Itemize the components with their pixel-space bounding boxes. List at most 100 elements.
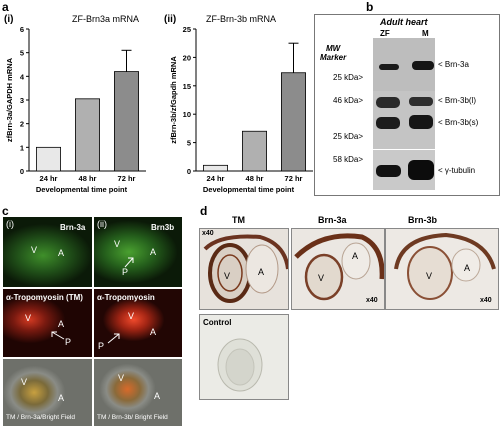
bar <box>203 164 228 172</box>
col-label-i: (i) <box>6 219 14 229</box>
marker-a: A <box>154 391 161 401</box>
bar <box>114 71 139 172</box>
band-brn3b-s-zf <box>376 117 400 129</box>
chart-brn3b: (ii) ZF-Brn-3b mRNA zfBrn-3b/zfGapdh mRNA 0… <box>164 14 313 194</box>
control-label: Control <box>203 318 232 327</box>
heart-section-brn3b <box>394 232 496 300</box>
band-brn3b-l-zf <box>376 97 400 108</box>
y-tick-label: 0 <box>20 167 24 176</box>
y-tick-label: 10 <box>183 110 191 119</box>
x-tick-label: 48 hr <box>246 174 264 183</box>
arrow-icon <box>51 331 65 340</box>
bar <box>281 72 306 172</box>
heart-section-tm <box>203 234 288 303</box>
marker-58kda: 58 kDa> <box>333 155 364 164</box>
mag-label: x40 <box>366 297 378 304</box>
bright-field-i: V A TM / Brn-3a/Bright Field <box>3 359 92 426</box>
x-axis-label: Developmental time point <box>36 185 128 194</box>
y-tick-label: 6 <box>20 25 24 34</box>
marker-a: A <box>150 327 157 337</box>
marker-a: A <box>58 248 65 258</box>
fluor-tm-ii: α-Tropomyosin V A P <box>94 289 182 357</box>
y-tick-label: 15 <box>183 82 191 91</box>
bar <box>75 98 100 172</box>
panel-b-label: b <box>366 0 374 14</box>
band-label-brn3a: < Brn-3a <box>438 60 469 69</box>
chart-sub-label: (ii) <box>164 14 176 25</box>
arrow-icon <box>107 333 120 344</box>
blot-strip-brn3b <box>373 91 435 149</box>
bar <box>242 130 267 172</box>
heart-section-brn3a <box>294 233 384 301</box>
band-brn3b-l-m <box>409 97 433 106</box>
band-tubulin-zf <box>376 165 401 177</box>
col-title-brn3a: Brn-3a <box>318 215 347 225</box>
marker-v: V <box>31 245 38 255</box>
label-tm-i: α-Tropomyosin (TM) <box>6 293 83 302</box>
band-brn3b-s-m <box>409 115 433 129</box>
label-brn3b-green: Brn3b <box>151 223 175 232</box>
band-label-brn3b-l: < Brn-3b(l) <box>438 96 477 105</box>
ihc-brn3b: V A x40 <box>385 228 499 310</box>
marker-p: P <box>65 337 72 347</box>
col-title-brn3b: Brn-3b <box>408 215 437 225</box>
blot-strip-brn3a <box>373 38 435 91</box>
chart-title: ZF-Brn-3b mRNA <box>206 14 276 24</box>
marker-v: V <box>128 311 135 321</box>
marker-a: A <box>464 263 471 273</box>
caption-bright-i: TM / Brn-3a/Bright Field <box>6 414 75 421</box>
x-tick-label: 48 hr <box>79 174 97 183</box>
marker-p: P <box>122 267 129 277</box>
y-tick-label: 5 <box>187 139 191 148</box>
panel-a-label: a <box>2 0 9 14</box>
caption-bright-ii: TM / Brn-3b/ Bright Field <box>97 414 168 421</box>
marker-a: A <box>58 319 65 329</box>
ihc-tm: x40 V A <box>199 228 289 310</box>
marker-a: A <box>258 267 265 277</box>
col-title-tm: TM <box>232 215 245 225</box>
band-brn3a-m <box>412 61 434 70</box>
marker-v: V <box>224 271 231 281</box>
marker-v: V <box>426 271 433 281</box>
x-axis-label: Developmental time point <box>203 185 295 194</box>
mw-marker-label: MW Marker <box>320 44 347 62</box>
fluor-tm-i: α-Tropomyosin (TM) V A P <box>3 289 92 357</box>
arrow-icon <box>124 257 134 268</box>
y-tick-label: 3 <box>20 96 24 105</box>
marker-46kda: 46 kDa> <box>333 96 364 105</box>
col-label-ii: (ii) <box>97 219 107 229</box>
label-tm-ii: α-Tropomyosin <box>97 293 155 302</box>
band-label-tubulin: < γ-tubulin <box>438 166 476 175</box>
mag-label: x40 <box>480 297 492 304</box>
fluor-brn3b: (ii) Brn3b V A P <box>94 217 182 287</box>
y-tick-label: 2 <box>20 120 24 129</box>
mag-label: x40 <box>202 230 214 237</box>
blot-strip-tubulin <box>373 150 435 190</box>
chart-brn3a: (i) ZF-Brn3a mRNA zfBrn-3a/GAPDH mRNA 0 1 2 3 4… <box>4 14 146 194</box>
chart-sub-label: (i) <box>4 14 13 25</box>
y-tick-label: 1 <box>20 143 24 152</box>
y-tick-label: 25 <box>183 25 191 34</box>
band-brn3a-zf <box>379 64 399 70</box>
chart-title: ZF-Brn3a mRNA <box>72 14 139 24</box>
marker-v: V <box>25 313 32 323</box>
marker-v: V <box>118 373 125 383</box>
y-tick-label: 5 <box>20 49 24 58</box>
y-tick-label: 4 <box>20 72 25 81</box>
marker-a: A <box>352 251 359 261</box>
y-tick-label: 20 <box>183 53 191 62</box>
x-tick-label: 72 hr <box>118 174 136 183</box>
y-tick-label: 0 <box>187 167 191 176</box>
marker-p: P <box>98 341 105 351</box>
lane-m: M <box>422 29 429 38</box>
bar <box>36 146 61 172</box>
ihc-brn3a: V A x40 <box>291 228 385 310</box>
y-axis-label: zfBrn-3b/zfGapdh mRNA <box>169 56 178 144</box>
label-brn3a-green: Brn-3a <box>60 223 86 232</box>
blot-header: Adult heart <box>380 17 428 27</box>
x-tick-label: 24 hr <box>207 174 225 183</box>
lane-zf: ZF <box>380 29 390 38</box>
marker-a: A <box>58 393 65 403</box>
y-axis-label: zfBrn-3a/GAPDH mRNA <box>5 57 14 142</box>
